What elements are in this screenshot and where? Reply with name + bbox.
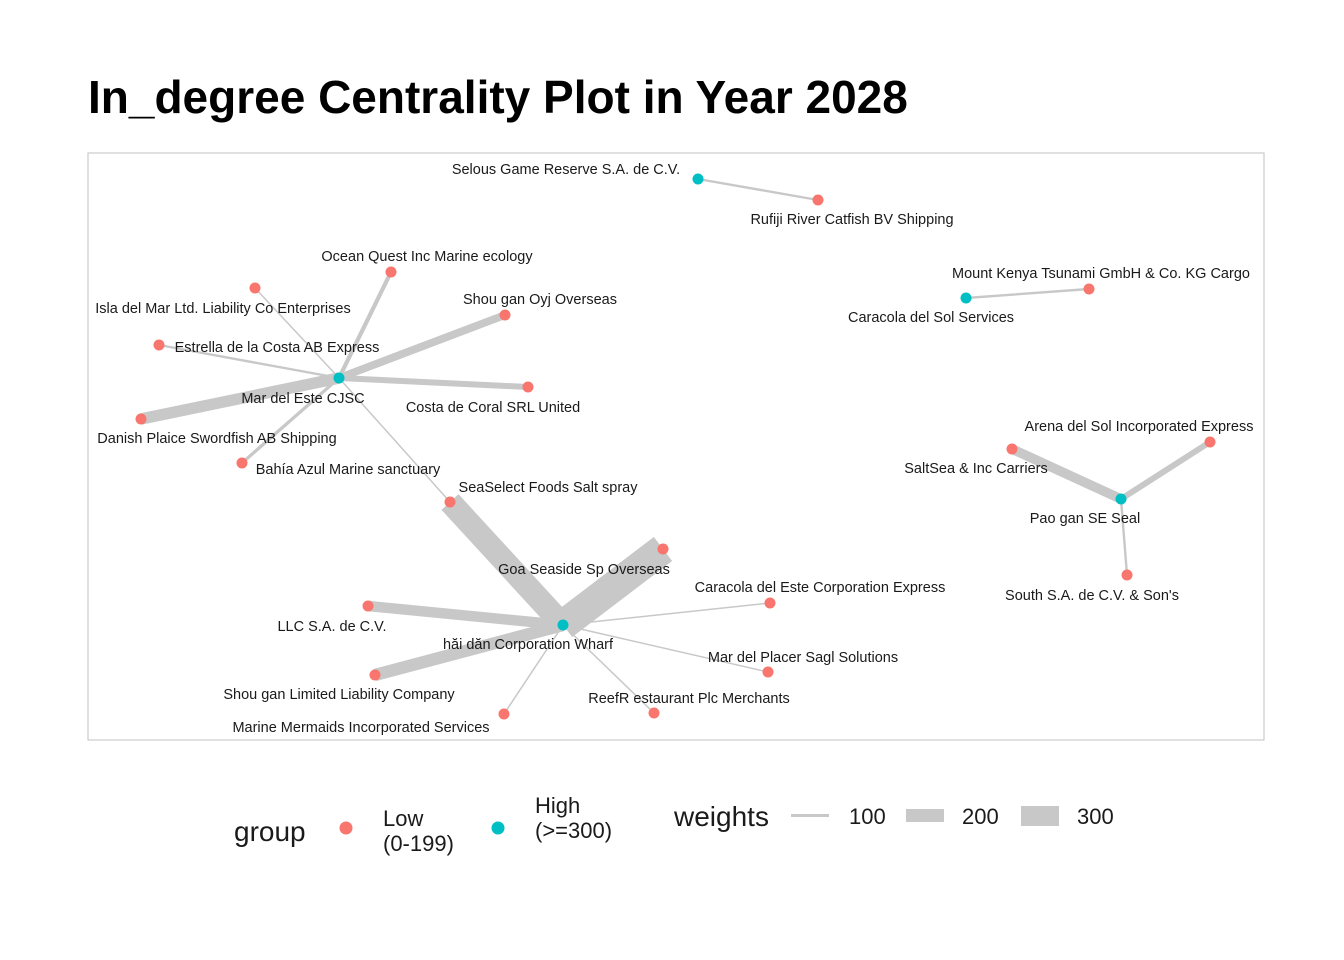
edge-costa_coral-mar_este (338, 375, 529, 390)
node-label-costa_coral: Costa de Coral SRL United (406, 400, 580, 416)
node-label-llc: LLC S.A. de C.V. (277, 619, 386, 635)
node-mermaids[interactable] (498, 708, 510, 720)
node-label-saltsea: SaltSea & Inc Carriers (904, 461, 1047, 477)
edge-south-pao (1119, 498, 1129, 576)
node-label-mar_este: Mar del Este CJSC (241, 391, 364, 407)
node-label-mar_placer: Mar del Placer Sagl Solutions (708, 650, 898, 666)
node-shougan_ltd[interactable] (369, 669, 381, 681)
node-label-haidan: hăi dăn Corporation Wharf (443, 637, 614, 653)
node-llc[interactable] (362, 600, 374, 612)
node-label-ocean_quest: Ocean Quest Inc Marine ecology (321, 249, 533, 265)
edge-llc-haidan (367, 600, 564, 631)
node-isla[interactable] (249, 282, 261, 294)
legend-weight-200-label: 200 (962, 804, 999, 829)
edge-estrella-mar_este (158, 343, 340, 380)
node-goa[interactable] (657, 543, 669, 555)
node-layer (135, 173, 1216, 720)
node-label-mermaids: Marine Mermaids Incorporated Services (232, 720, 489, 736)
legend-weight-200-swatch (906, 809, 944, 822)
label-layer: Selous Game Reserve S.A. de C.V. Rufiji R… (95, 162, 1253, 736)
node-label-danish: Danish Plaice Swordfish AB Shipping (97, 431, 336, 447)
legend-weight-300-swatch (1021, 806, 1059, 826)
node-reefr[interactable] (648, 707, 660, 719)
node-label-seaselect: SeaSelect Foods Salt spray (459, 480, 639, 496)
node-estrella[interactable] (153, 339, 165, 351)
chart-title: In_degree Centrality Plot in Year 2028 (88, 71, 908, 123)
legend-high-swatch (491, 821, 505, 835)
node-label-bahia: Bahía Azul Marine sanctuary (256, 462, 441, 478)
node-caracola_sol[interactable] (960, 292, 972, 304)
edge-caracola_este-haidan (562, 602, 771, 626)
node-seaselect[interactable] (444, 496, 456, 508)
legend-weight-100-swatch (791, 814, 829, 817)
legend-low-label-1: Low (383, 806, 423, 831)
plot-panel-border (87, 152, 1265, 741)
edge-danish-mar_este (139, 372, 341, 425)
node-label-mtkenya: Mount Kenya Tsunami GmbH & Co. KG Cargo (952, 266, 1250, 282)
node-mar_placer[interactable] (762, 666, 774, 678)
edge-reefr-haidan (562, 624, 655, 714)
node-danish[interactable] (135, 413, 147, 425)
node-label-selous: Selous Game Reserve S.A. de C.V. (452, 162, 680, 178)
edge-mermaids-haidan (503, 624, 564, 715)
edge-goa-haidan (553, 536, 673, 638)
node-bahia[interactable] (236, 457, 248, 469)
node-label-reefr: ReefR estaurant Plc Merchants (588, 691, 789, 707)
node-label-rufiji: Rufiji River Catfish BV Shipping (750, 212, 953, 228)
node-saltsea[interactable] (1006, 443, 1018, 455)
node-label-arena: Arena del Sol Incorporated Express (1025, 419, 1254, 435)
node-ocean_quest[interactable] (385, 266, 397, 278)
legend-weights-title: weights (673, 801, 769, 832)
node-costa_coral[interactable] (522, 381, 534, 393)
node-pao[interactable] (1115, 493, 1127, 505)
node-label-shougan_ltd: Shou gan Limited Liability Company (223, 687, 455, 703)
node-mar_este[interactable] (333, 372, 345, 384)
edge-shougan_oyj-mar_este (337, 311, 507, 382)
node-caracola_este[interactable] (764, 597, 776, 609)
node-label-estrella: Estrella de la Costa AB Express (175, 340, 380, 356)
node-haidan[interactable] (557, 619, 569, 631)
legend-low-swatch (339, 821, 353, 835)
edge-mar_placer-haidan (562, 624, 769, 673)
node-mtkenya[interactable] (1083, 283, 1095, 295)
node-arena[interactable] (1204, 436, 1216, 448)
legend-weight-100-label: 100 (849, 804, 886, 829)
edge-bahia-mar_este (240, 376, 341, 465)
edge-ocean_quest-mar_este (337, 271, 393, 379)
node-label-south: South S.A. de C.V. & Son's (1005, 588, 1179, 604)
node-label-pao: Pao gan SE Seal (1030, 511, 1140, 527)
legend-low-label-2: (0-199) (383, 831, 454, 856)
edge-saltsea-pao (1009, 444, 1124, 504)
node-label-shougan_oyj: Shou gan Oyj Overseas (463, 292, 617, 308)
legend-weight-300-label: 300 (1077, 804, 1114, 829)
edge-seaselect-mar_este (338, 377, 451, 503)
edge-seaselect-haidan (441, 494, 572, 633)
edge-arena-pao (1119, 439, 1212, 502)
node-shougan_oyj[interactable] (499, 309, 511, 321)
edge-rufiji-selous (697, 177, 819, 202)
edge-isla-mar_este (254, 287, 340, 379)
edge-layer (139, 177, 1212, 715)
edge-shougan_ltd-haidan (373, 619, 565, 681)
node-label-caracola_este: Caracola del Este Corporation Express (695, 580, 946, 596)
legend-high-label-2: (>=300) (535, 818, 612, 843)
node-selous[interactable] (692, 173, 704, 185)
node-rufiji[interactable] (812, 194, 824, 206)
legend-group-title: group (234, 816, 306, 847)
node-south[interactable] (1121, 569, 1133, 581)
node-label-caracola_sol: Caracola del Sol Services (848, 310, 1014, 326)
node-label-goa: Goa Seaside Sp Overseas (498, 562, 670, 578)
edge-mtkenya-caracola_sol (965, 287, 1090, 300)
legend-high-label-1: High (535, 793, 580, 818)
node-label-isla: Isla del Mar Ltd. Liability Co Enterpris… (95, 301, 350, 317)
